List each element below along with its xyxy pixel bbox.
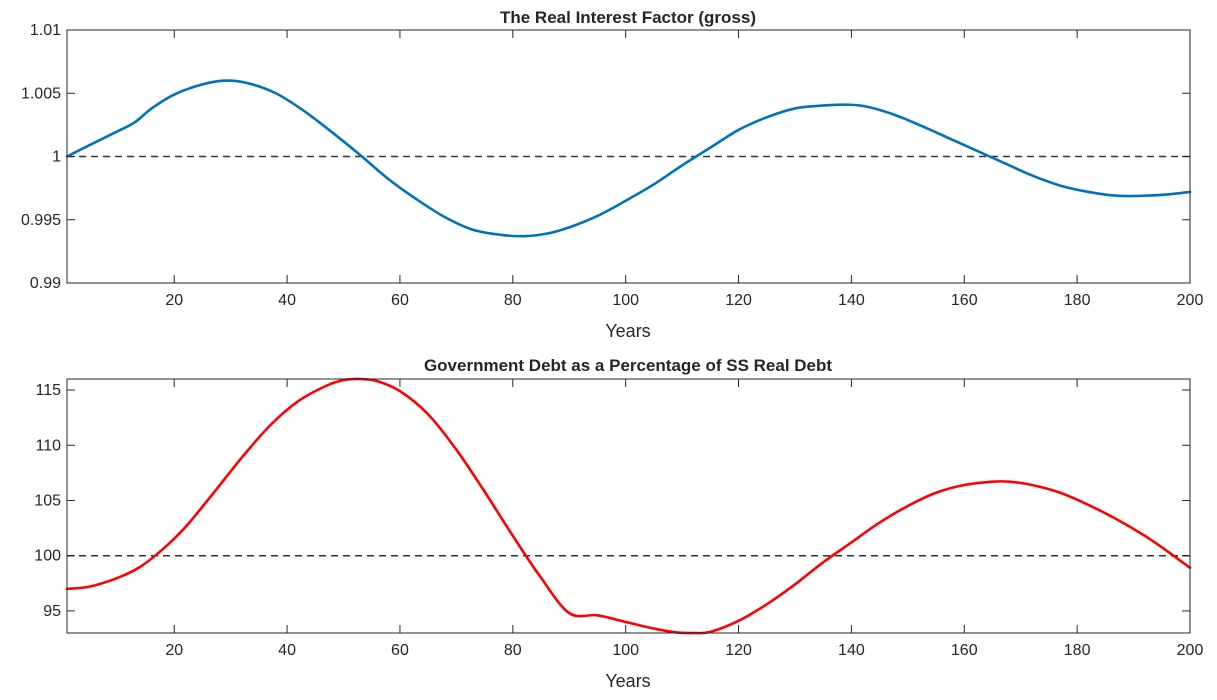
x-tick-label: 100 [612, 292, 639, 309]
y-tick-label: 1.01 [30, 22, 61, 39]
government-debt-chart: Government Debt as a Percentage of SS Re… [34, 356, 1203, 691]
x-tick-label: 160 [951, 642, 978, 659]
interest-factor-plot-area [67, 30, 1190, 283]
x-tick-label: 80 [504, 292, 522, 309]
government-debt-x-label: Years [605, 671, 650, 691]
government-debt-chart-title: Government Debt as a Percentage of SS Re… [424, 356, 832, 375]
interest-factor-axes-box [66, 29, 1191, 284]
interest-factor-x-label: Years [605, 321, 650, 341]
interest-factor-x-ticks: 20 40 60 80 100 120 140 160 180 200 [165, 30, 1203, 309]
x-tick-label: 120 [725, 642, 752, 659]
x-tick-label: 200 [1177, 642, 1204, 659]
x-tick-label: 60 [391, 642, 409, 659]
interest-factor-chart: The Real Interest Factor (gross) 0.99 0.9… [21, 8, 1203, 341]
x-tick-label: 140 [838, 642, 865, 659]
x-tick-label: 180 [1064, 292, 1091, 309]
government-debt-axes-box [66, 378, 1191, 634]
government-debt-series-line [65, 377, 1192, 635]
x-tick-label: 80 [504, 642, 522, 659]
interest-factor-series-line [65, 79, 1192, 238]
x-tick-label: 120 [725, 292, 752, 309]
y-tick-label: 1.005 [21, 85, 61, 102]
y-tick-label: 0.99 [30, 275, 61, 292]
y-tick-label: 0.995 [21, 212, 61, 229]
interest-factor-chart-title: The Real Interest Factor (gross) [500, 8, 756, 27]
x-tick-label: 40 [278, 642, 296, 659]
government-debt-plot-area [67, 379, 1190, 633]
y-tick-label: 95 [43, 603, 61, 620]
government-debt-y-ticks: 95 100 105 110 115 [34, 382, 1190, 620]
x-tick-label: 60 [391, 292, 409, 309]
x-tick-label: 20 [165, 642, 183, 659]
y-tick-label: 100 [34, 548, 61, 565]
x-tick-label: 20 [165, 292, 183, 309]
x-tick-label: 40 [278, 292, 296, 309]
y-tick-label: 115 [35, 382, 61, 399]
x-tick-label: 100 [612, 642, 639, 659]
x-tick-label: 140 [838, 292, 865, 309]
y-tick-label: 110 [35, 437, 61, 454]
y-tick-label: 105 [34, 492, 61, 509]
x-tick-label: 180 [1064, 642, 1091, 659]
x-tick-label: 160 [951, 292, 978, 309]
y-tick-label: 1 [52, 149, 61, 166]
x-tick-label: 200 [1177, 292, 1204, 309]
